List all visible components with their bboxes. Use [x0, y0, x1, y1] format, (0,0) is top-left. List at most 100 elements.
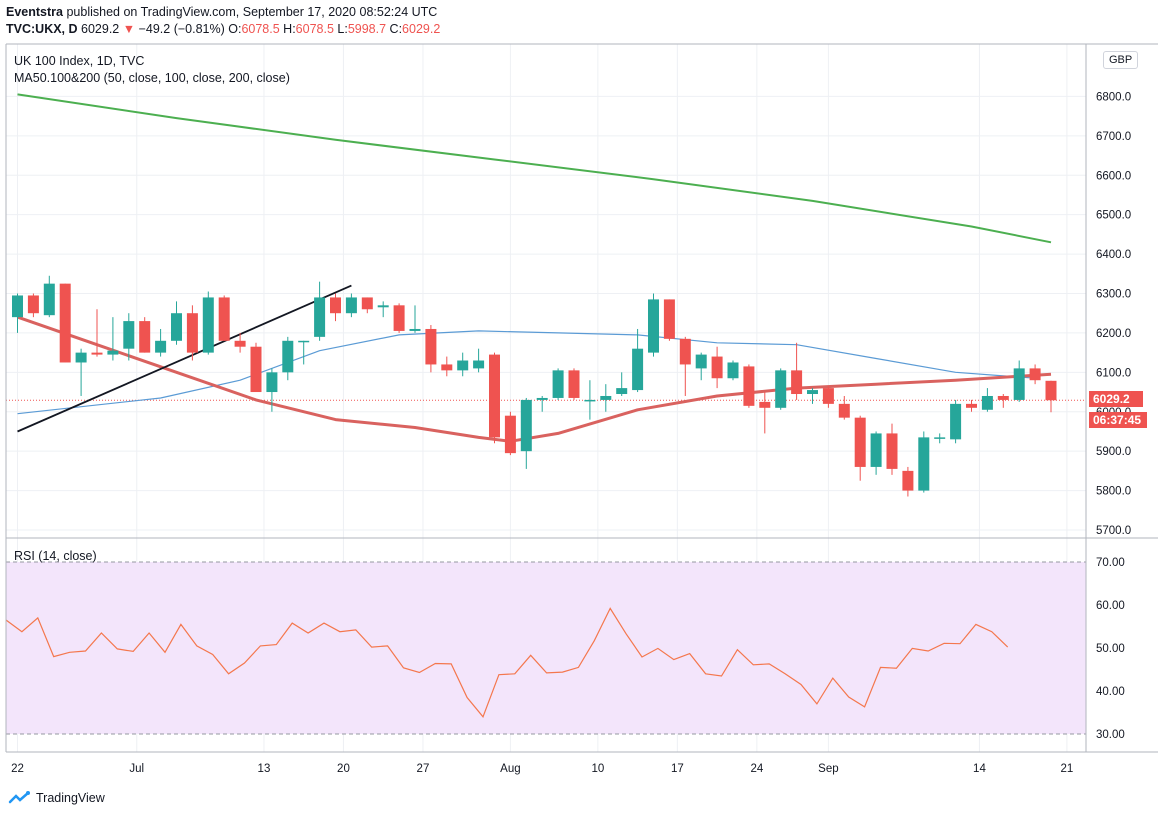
candle	[504, 411, 516, 456]
rsi-tick-label: 30.00	[1096, 729, 1125, 741]
candle-body	[520, 399, 532, 452]
candle-body	[473, 360, 485, 369]
time-tick-label: Aug	[500, 763, 520, 775]
candle	[1029, 364, 1041, 385]
time-tick-label: 22	[11, 763, 24, 775]
candle-body	[854, 417, 866, 467]
time-tick-label: 27	[417, 763, 430, 775]
candle-body	[775, 370, 787, 408]
candle-body	[59, 283, 71, 363]
candle-body	[568, 370, 580, 398]
candle-body	[981, 395, 993, 410]
candle-body	[1045, 380, 1057, 401]
open-value: 6078.5	[241, 22, 280, 36]
candle	[234, 332, 246, 353]
close-label: C:	[389, 22, 403, 36]
candle	[218, 295, 230, 341]
candle	[902, 466, 914, 497]
candle-body	[393, 305, 405, 331]
candle-body	[155, 340, 167, 353]
candle	[934, 433, 946, 444]
rsi-band	[6, 561, 1086, 735]
candle-body	[345, 297, 357, 314]
candle-body	[648, 299, 659, 353]
low-value: 5998.7	[347, 22, 387, 36]
candle-body	[361, 297, 373, 310]
bar-countdown: 06:37:45	[1089, 412, 1147, 428]
candle	[711, 346, 723, 389]
candle	[536, 395, 548, 412]
candle-body	[12, 295, 23, 318]
candle-body	[409, 328, 421, 331]
rsi-series-line	[5, 607, 1009, 718]
candle-body	[902, 470, 914, 491]
candle	[171, 301, 182, 345]
candle-body	[536, 397, 548, 400]
candle	[155, 328, 167, 357]
ma-line-trendline	[17, 284, 352, 433]
candle	[727, 360, 739, 381]
candle	[870, 431, 882, 475]
candle	[345, 293, 357, 318]
price-tick-label: 6600.0	[1096, 170, 1131, 182]
close-value: 6029.2	[402, 22, 441, 36]
publish-info: Eventstra published on TradingView.com, …	[6, 5, 437, 19]
candle-body	[759, 401, 771, 408]
ma-line-ma50	[17, 330, 1036, 415]
candle	[918, 431, 930, 493]
candle-body	[218, 297, 230, 341]
currency-badge[interactable]: GBP	[1103, 51, 1139, 69]
candle-body	[727, 362, 739, 379]
candle	[568, 368, 580, 400]
candle-body	[202, 297, 214, 353]
candle-body	[950, 403, 962, 440]
time-tick-label: Sep	[818, 763, 838, 775]
candle-body	[1029, 368, 1041, 381]
chart-axes: 5700.05800.05900.06000.06100.06200.06300…	[5, 43, 1158, 775]
price-tick-label: 6200.0	[1096, 328, 1131, 340]
publisher-name[interactable]: Eventstra	[6, 5, 63, 19]
candle-body	[807, 390, 818, 395]
candle-body	[711, 356, 723, 379]
candle-body	[250, 346, 262, 393]
candle-body	[282, 340, 294, 373]
candle-body	[457, 360, 469, 371]
candle	[775, 368, 787, 410]
candle	[981, 388, 993, 412]
candle-body	[1013, 368, 1025, 400]
candle-body	[918, 437, 930, 491]
candle-body	[695, 354, 707, 369]
time-tick-label: 24	[750, 763, 763, 775]
time-tick-label: 13	[258, 763, 271, 775]
candle	[1013, 360, 1025, 402]
candle	[91, 309, 103, 357]
indicator-label: MA50.100&200 (50, close, 100, close, 200…	[14, 71, 290, 85]
tradingview-branding[interactable]: TradingView	[8, 790, 105, 806]
candle-body	[171, 313, 182, 341]
candle-body	[663, 299, 675, 339]
candle	[59, 283, 71, 363]
candle	[314, 281, 326, 341]
candle	[298, 340, 310, 365]
candle-body	[425, 328, 437, 365]
rsi-tick-label: 70.00	[1096, 557, 1125, 569]
price-tick-label: 5800.0	[1096, 486, 1131, 498]
candle-body	[997, 395, 1009, 400]
candle	[743, 364, 755, 408]
candle	[409, 305, 421, 333]
price-tick-label: 6300.0	[1096, 289, 1131, 301]
published-text: published on TradingView.com, September …	[66, 5, 438, 19]
rsi-tick-label: 60.00	[1096, 600, 1125, 612]
candle-body	[123, 321, 135, 349]
price-tick-label: 6700.0	[1096, 131, 1131, 143]
open-label: O:	[228, 22, 242, 36]
rsi-pane-title: RSI (14, close)	[14, 549, 97, 563]
candle	[425, 325, 437, 373]
time-tick-label: 17	[671, 763, 684, 775]
candle	[759, 392, 771, 434]
candle	[393, 303, 405, 333]
candle	[648, 293, 659, 357]
candle	[632, 328, 644, 393]
candle	[616, 372, 628, 396]
